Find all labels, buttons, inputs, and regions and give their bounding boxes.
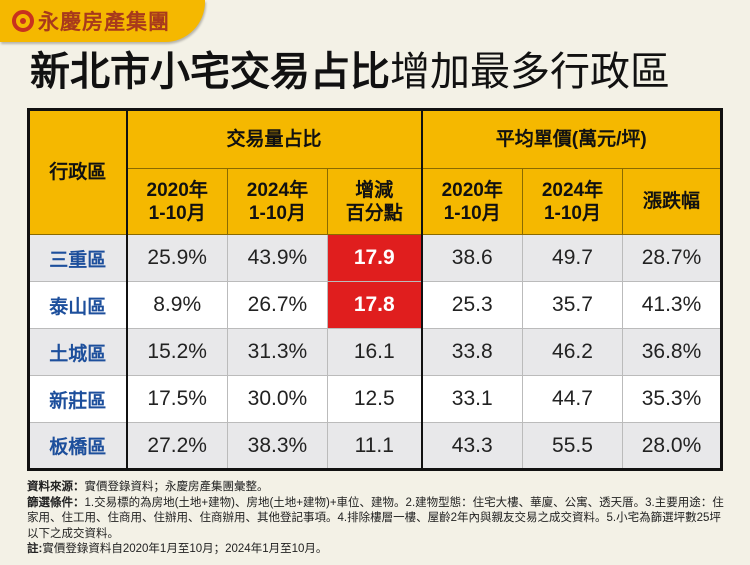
table-row: 泰山區 8.9% 26.7% 17.8 25.3 35.7 41.3% (28, 281, 722, 329)
note-period: 註:實價登錄資料自2020年1月至10月；2024年1月至10月。 (27, 543, 328, 555)
brand-logo: 永慶房產集團 (0, 0, 205, 42)
subheader-col-3: 2020年 1-10月 (420, 168, 523, 235)
value-cell: 8.9% (125, 281, 228, 329)
note-source: 資料來源：實價登錄資料；永慶房產集團彙整。 (27, 481, 269, 493)
subheader-col-4: 2024年 1-10月 (521, 168, 624, 235)
data-table: 行政區 交易量占比 平均單價(萬元/坪) 2020年 1-10月 2024年 1-… (27, 108, 723, 471)
value-cell: 31.3% (226, 328, 328, 376)
value-cell: 35.7 (521, 281, 624, 329)
value-cell: 11.1 (326, 422, 423, 470)
value-cell: 17.5% (125, 375, 228, 423)
value-cell: 28.7% (622, 234, 722, 282)
note-filter: 篩選條件：1.交易標的為房地(土地+建物)、房地(土地+建物)+車位、建物。2.… (27, 496, 724, 540)
value-cell: 30.0% (226, 375, 328, 423)
value-cell: 38.6 (420, 234, 523, 282)
value-cell: 33.1 (420, 375, 523, 423)
district-name: 三重區 (28, 234, 127, 282)
table-row: 三重區 25.9% 43.9% 17.9 38.6 49.7 28.7% (28, 234, 722, 282)
value-cell: 38.3% (226, 422, 328, 470)
brand-name: 永慶房產集團 (38, 11, 170, 34)
value-cell: 15.2% (125, 328, 228, 376)
value-cell: 55.5 (521, 422, 624, 470)
value-cell: 26.7% (226, 281, 328, 329)
header-district: 行政區 (28, 109, 127, 235)
title-regular: 增加最多行政區 (390, 50, 670, 94)
subheader-col-0: 2020年 1-10月 (125, 168, 228, 235)
subheader-col-5: 漲跌幅 (622, 168, 722, 235)
header-avg-price: 平均單價(萬元/坪) (420, 109, 722, 169)
value-cell: 36.8% (622, 328, 722, 376)
value-cell: 27.2% (125, 422, 228, 470)
header-volume-share: 交易量占比 (125, 109, 423, 169)
value-cell: 17.8 (326, 281, 423, 329)
page-title: 新北市小宅交易占比增加最多行政區 (30, 48, 670, 96)
value-cell: 17.9 (326, 234, 423, 282)
district-name: 泰山區 (28, 281, 127, 329)
value-cell: 44.7 (521, 375, 624, 423)
district-name: 板橋區 (28, 422, 127, 470)
value-cell: 46.2 (521, 328, 624, 376)
value-cell: 41.3% (622, 281, 722, 329)
value-cell: 28.0% (622, 422, 722, 470)
district-name: 土城區 (28, 328, 127, 376)
table-row: 土城區 15.2% 31.3% 16.1 33.8 46.2 36.8% (28, 328, 722, 376)
table-row: 新莊區 17.5% 30.0% 12.5 33.1 44.7 35.3% (28, 375, 722, 423)
value-cell: 25.9% (125, 234, 228, 282)
district-name: 新莊區 (28, 375, 127, 423)
value-cell: 43.9% (226, 234, 328, 282)
subheader-col-2: 增減 百分點 (326, 168, 423, 235)
value-cell: 43.3 (420, 422, 523, 470)
table-row: 板橋區 27.2% 38.3% 11.1 43.3 55.5 28.0% (28, 422, 722, 470)
title-bold: 新北市小宅交易占比 (30, 50, 390, 94)
value-cell: 35.3% (622, 375, 722, 423)
value-cell: 16.1 (326, 328, 423, 376)
value-cell: 12.5 (326, 375, 423, 423)
value-cell: 49.7 (521, 234, 624, 282)
value-cell: 33.8 (420, 328, 523, 376)
footnotes: 資料來源：實價登錄資料；永慶房產集團彙整。 篩選條件：1.交易標的為房地(土地+… (27, 480, 727, 558)
subheader-col-1: 2024年 1-10月 (226, 168, 328, 235)
brand-logo-icon (12, 10, 34, 32)
value-cell: 25.3 (420, 281, 523, 329)
